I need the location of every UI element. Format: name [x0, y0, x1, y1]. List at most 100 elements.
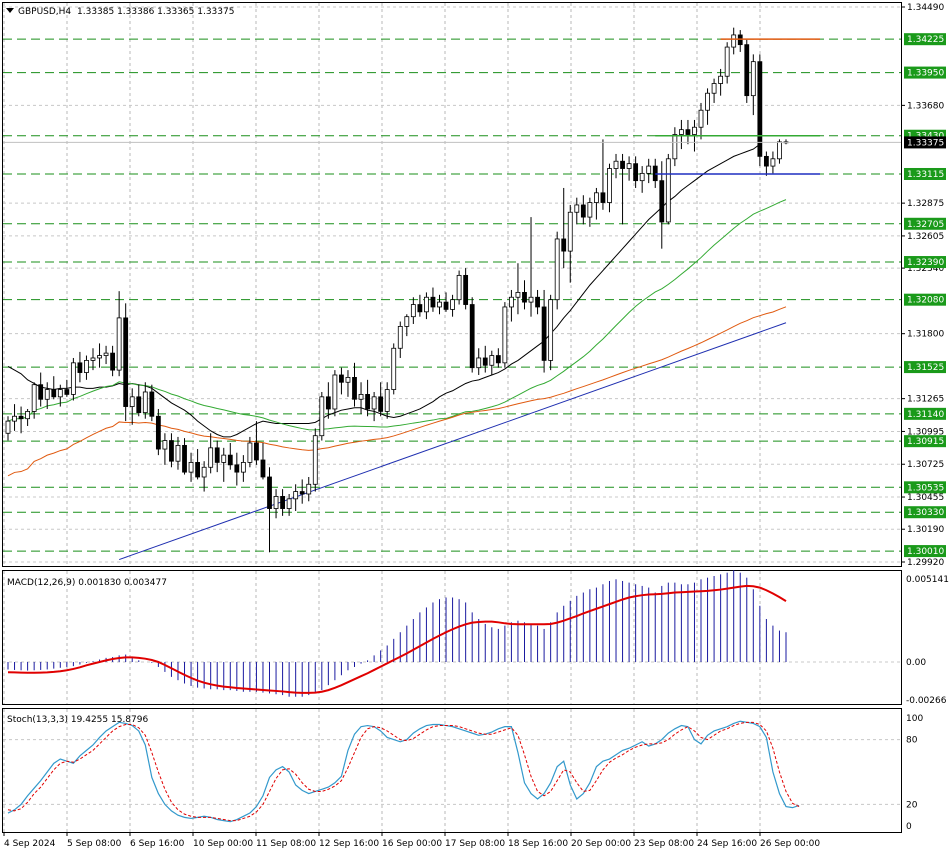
level-price-box	[904, 435, 946, 448]
candle-bull	[587, 202, 593, 218]
candle-bull	[319, 396, 325, 437]
candle-bull	[44, 389, 50, 400]
time-label: 18 Sep 16:00	[508, 839, 568, 849]
candle-bull	[724, 46, 730, 77]
stoch-scale-label: 80	[906, 736, 918, 746]
candle-bear	[169, 440, 174, 462]
candle-bear	[522, 291, 527, 303]
candles	[5, 27, 789, 553]
candle-bull	[594, 192, 599, 203]
candle-bear	[299, 491, 305, 495]
candle-bear	[339, 374, 344, 383]
price-tick-label: 1.30190	[907, 525, 944, 535]
candle-bear	[561, 238, 567, 252]
macd-scale-label: 0.005141	[906, 575, 949, 585]
candle-bull	[221, 454, 227, 463]
candle-bull	[345, 377, 351, 383]
level-price-label: 1.31525	[907, 363, 944, 373]
candle-bull	[607, 168, 612, 203]
stoch-scale-label: 100	[906, 714, 923, 724]
moving-averages	[7, 143, 787, 561]
time-label: 6 Sep 16:00	[130, 839, 185, 849]
price-tick-label: 1.30725	[907, 460, 944, 470]
time-label: 24 Sep 16:00	[697, 839, 757, 849]
candle-bull	[358, 394, 364, 400]
candle-bull	[528, 296, 534, 303]
candle-bull	[574, 204, 580, 213]
candle-bull	[247, 442, 253, 463]
candle-bear	[463, 274, 469, 305]
macd-scale-label: -0.00266	[906, 696, 947, 706]
time-label: 12 Sep 16:00	[319, 839, 379, 849]
candle-bull	[515, 291, 521, 298]
current-price-label: 1.33375	[907, 138, 944, 148]
candle-bear	[600, 192, 606, 203]
candle-bear	[325, 396, 331, 410]
candle-bear	[620, 160, 625, 169]
level-price-label: 1.34225	[907, 35, 944, 45]
time-label: 5 Sep 08:00	[67, 839, 122, 849]
candle-bear	[280, 496, 285, 509]
candle-bear	[155, 415, 161, 450]
time-label: 10 Sep 00:00	[193, 839, 253, 849]
candle-bull	[424, 296, 429, 313]
candle-bear	[763, 155, 769, 167]
level-price-box	[904, 545, 946, 558]
macd-series	[3, 570, 901, 697]
level-price-label: 1.33950	[907, 69, 944, 79]
candle-bull	[384, 389, 390, 412]
level-price-label: 1.32080	[907, 296, 944, 306]
price-pane[interactable]	[2, 2, 902, 567]
candle-bull	[142, 391, 148, 414]
candle-bull	[208, 447, 214, 468]
macd-signal-line	[7, 584, 787, 694]
candle-bear	[744, 44, 750, 97]
stochastic-pane[interactable]	[2, 708, 902, 833]
time-label: 11 Sep 08:00	[256, 839, 316, 849]
candle-bear	[417, 304, 423, 313]
candle-bull	[750, 61, 756, 97]
level-price-label: 1.33115	[907, 170, 944, 180]
price-tick-label: 1.29920	[907, 558, 944, 568]
macd-pane[interactable]	[2, 570, 902, 705]
level-price-label: 1.32390	[907, 258, 944, 268]
candle-bull	[201, 466, 207, 478]
candle-bull	[626, 163, 632, 169]
candle-bull	[57, 389, 63, 398]
candle-bear	[234, 464, 240, 473]
candle-bear	[267, 476, 272, 509]
price-tick-label: 1.34490	[907, 3, 944, 13]
candle-bull	[672, 134, 678, 160]
candle-bull	[509, 296, 514, 308]
candle-bear	[260, 459, 266, 478]
candle-bull	[718, 75, 724, 84]
candle-bear	[659, 180, 665, 223]
level-price-label: 1.30330	[907, 508, 944, 518]
price-tick-label: 1.30995	[907, 427, 944, 437]
level-price-label: 1.30915	[907, 437, 944, 447]
candle-bear	[254, 442, 259, 461]
price-tick-label: 1.31265	[907, 395, 944, 405]
stoch-main-line	[7, 720, 800, 823]
candle-bull	[554, 238, 560, 301]
symbol-label: GBPUSD,H4	[18, 7, 71, 17]
price-tick-label: 1.33680	[907, 101, 944, 111]
level-price-label: 1.31140	[907, 410, 944, 420]
candle-bear	[482, 357, 488, 366]
candle-bear	[365, 394, 370, 410]
candle-bear	[757, 61, 763, 157]
candle-bull	[410, 304, 416, 318]
price-tick-label: 1.32340	[907, 264, 944, 274]
dropdown-triangle-icon[interactable]	[6, 8, 14, 13]
level-price-box	[904, 66, 946, 79]
candle-bull	[456, 274, 462, 301]
level-price-box	[904, 481, 946, 494]
candle-bull	[404, 316, 410, 327]
candle-bear	[469, 304, 475, 369]
current-price-box	[904, 136, 946, 149]
candle-bull	[548, 299, 554, 361]
candle-bull	[705, 92, 710, 111]
level-price-box	[904, 217, 946, 230]
candle-bull	[312, 435, 318, 485]
